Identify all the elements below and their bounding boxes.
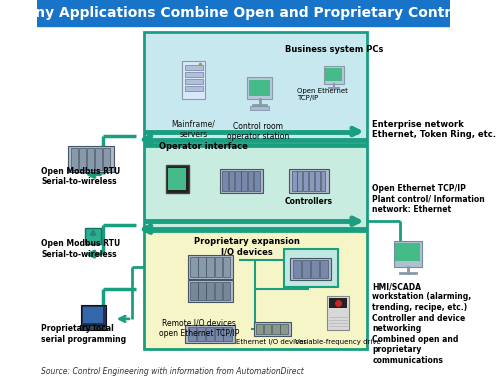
Bar xyxy=(206,282,214,300)
Bar xyxy=(188,280,233,302)
Bar xyxy=(198,257,206,277)
Bar xyxy=(190,282,197,300)
Text: Ethernet I/O devices: Ethernet I/O devices xyxy=(236,339,307,345)
Bar xyxy=(214,257,222,277)
Bar xyxy=(184,65,203,70)
Bar xyxy=(168,168,186,190)
Bar xyxy=(311,260,319,278)
Bar xyxy=(95,149,102,171)
Text: Open Modbus RTU
Serial-to-wireless: Open Modbus RTU Serial-to-wireless xyxy=(41,240,121,259)
Bar xyxy=(284,249,338,287)
Bar xyxy=(273,324,280,334)
Text: Operator interface: Operator interface xyxy=(159,142,248,151)
Bar xyxy=(327,296,349,330)
Text: Proprietary expansion
I/O devices: Proprietary expansion I/O devices xyxy=(194,237,300,257)
Bar xyxy=(144,32,367,144)
Bar xyxy=(83,307,103,323)
Text: Remote I/O devices
open Ethernet TCP/IP: Remote I/O devices open Ethernet TCP/IP xyxy=(159,319,239,338)
Bar xyxy=(184,72,203,77)
Bar xyxy=(185,325,235,343)
Bar xyxy=(229,171,234,191)
Text: Proprietary local
serial programming: Proprietary local serial programming xyxy=(41,324,126,343)
Bar xyxy=(197,327,205,341)
Text: Control room
operator station: Control room operator station xyxy=(227,122,289,141)
Bar xyxy=(144,147,367,229)
Bar xyxy=(249,106,270,110)
Bar xyxy=(214,282,222,300)
Bar xyxy=(222,171,228,191)
Text: Mainframe/
servers: Mainframe/ servers xyxy=(172,120,215,139)
Bar xyxy=(302,260,310,278)
Bar xyxy=(71,149,78,171)
Bar xyxy=(293,260,301,278)
Bar xyxy=(206,327,214,341)
Bar xyxy=(320,260,328,278)
Text: HMI/SCADA
workstation (alarming,
trending, recipe, etc.): HMI/SCADA workstation (alarming, trendin… xyxy=(372,282,471,312)
Bar xyxy=(85,228,101,244)
Bar xyxy=(87,149,94,171)
Bar xyxy=(37,0,450,26)
Bar xyxy=(326,68,342,81)
Bar xyxy=(324,66,344,84)
Bar xyxy=(292,171,297,191)
Text: Variable-frequency drive: Variable-frequency drive xyxy=(295,339,381,345)
Bar xyxy=(249,80,270,96)
Bar xyxy=(79,149,86,171)
Bar xyxy=(315,171,320,191)
Bar xyxy=(394,241,422,267)
Text: Many Applications Combine Open and Proprietary Controls: Many Applications Combine Open and Propr… xyxy=(12,6,474,20)
Bar xyxy=(241,171,247,191)
Bar xyxy=(290,258,331,280)
Bar xyxy=(220,169,263,193)
Bar xyxy=(206,257,214,277)
Bar xyxy=(395,243,420,261)
Bar xyxy=(223,327,231,341)
Text: Source: Control Engineering with information from AutomationDirect: Source: Control Engineering with informa… xyxy=(41,367,304,376)
Bar xyxy=(265,324,272,334)
Bar xyxy=(184,86,203,91)
Bar xyxy=(188,327,196,341)
Bar xyxy=(235,171,240,191)
Bar xyxy=(247,171,253,191)
Bar xyxy=(81,305,106,325)
Bar xyxy=(103,149,110,171)
Text: Controller and device
networking
Combined open and
proprietary
communications: Controller and device networking Combine… xyxy=(372,314,465,365)
Text: Open Modbus RTU
Serial-to-wireless: Open Modbus RTU Serial-to-wireless xyxy=(41,167,121,186)
Bar xyxy=(298,171,303,191)
Bar xyxy=(190,257,197,277)
Bar xyxy=(254,322,291,336)
Bar xyxy=(309,171,314,191)
Bar xyxy=(188,255,233,279)
Bar xyxy=(329,298,347,308)
Text: Controllers: Controllers xyxy=(285,197,333,206)
Bar xyxy=(303,171,308,191)
Bar xyxy=(321,171,326,191)
Bar xyxy=(182,61,205,99)
Bar xyxy=(69,147,114,172)
Bar xyxy=(222,282,230,300)
Text: Enterprise network
Ethernet, Token Ring, etc.: Enterprise network Ethernet, Token Ring,… xyxy=(372,120,496,139)
Text: Open Ethernet
TCP/IP: Open Ethernet TCP/IP xyxy=(298,88,348,101)
Bar xyxy=(281,324,288,334)
Bar xyxy=(289,169,329,193)
Bar xyxy=(256,324,264,334)
Bar xyxy=(254,171,260,191)
Bar xyxy=(184,79,203,84)
Bar xyxy=(80,325,106,330)
Bar xyxy=(222,257,230,277)
Bar xyxy=(214,327,222,341)
Bar xyxy=(198,282,206,300)
Bar xyxy=(247,77,272,99)
Text: Open Ethernet TCP/IP
Plant control/ Information
network: Ethernet: Open Ethernet TCP/IP Plant control/ Info… xyxy=(372,185,485,214)
Text: Business system PCs: Business system PCs xyxy=(285,45,383,54)
Bar xyxy=(166,165,189,193)
Bar xyxy=(144,231,367,349)
